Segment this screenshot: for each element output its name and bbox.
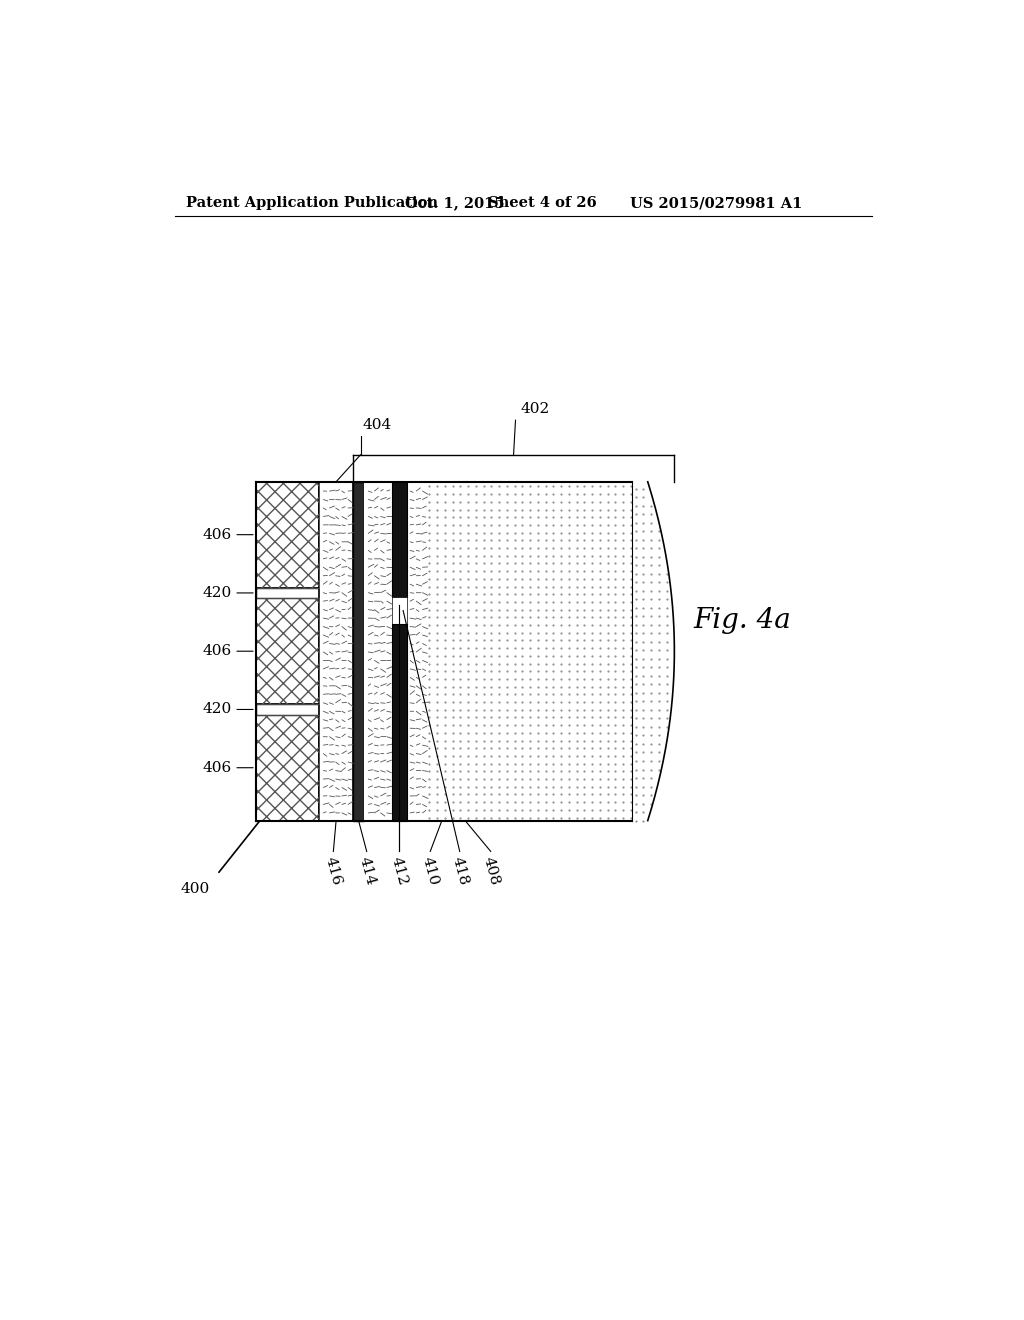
Text: 406: 406 (203, 528, 231, 541)
Bar (256, 587, 319, 598)
Text: 414: 414 (356, 855, 377, 887)
Bar (365, 482, 391, 821)
Text: 410: 410 (420, 855, 440, 887)
Bar (352, 482, 365, 821)
Text: 418: 418 (450, 855, 470, 887)
Text: Fig. 4a: Fig. 4a (693, 607, 792, 634)
Bar (256, 715, 319, 821)
Polygon shape (632, 482, 675, 821)
Bar (407, 482, 426, 821)
Text: 412: 412 (389, 855, 410, 887)
Bar (256, 598, 319, 704)
Bar (319, 482, 352, 821)
Text: Sheet 4 of 26: Sheet 4 of 26 (488, 197, 597, 210)
Text: 420: 420 (203, 702, 231, 717)
Text: 406: 406 (203, 644, 231, 659)
Bar (256, 704, 319, 715)
Text: 416: 416 (323, 855, 344, 887)
Text: Patent Application Publication: Patent Application Publication (186, 197, 438, 210)
Text: 408: 408 (480, 855, 501, 887)
Text: 406: 406 (203, 760, 231, 775)
Text: 420: 420 (203, 586, 231, 599)
Bar (391, 597, 407, 624)
Bar (256, 482, 319, 587)
Bar (256, 482, 319, 587)
Bar (391, 624, 407, 821)
Text: US 2015/0279981 A1: US 2015/0279981 A1 (630, 197, 803, 210)
Bar (256, 598, 319, 704)
Text: 400: 400 (180, 882, 209, 896)
Text: Oct. 1, 2015: Oct. 1, 2015 (406, 197, 505, 210)
Bar (256, 715, 319, 821)
Bar (391, 482, 407, 597)
Text: 404: 404 (362, 417, 392, 432)
Text: 402: 402 (520, 403, 550, 416)
